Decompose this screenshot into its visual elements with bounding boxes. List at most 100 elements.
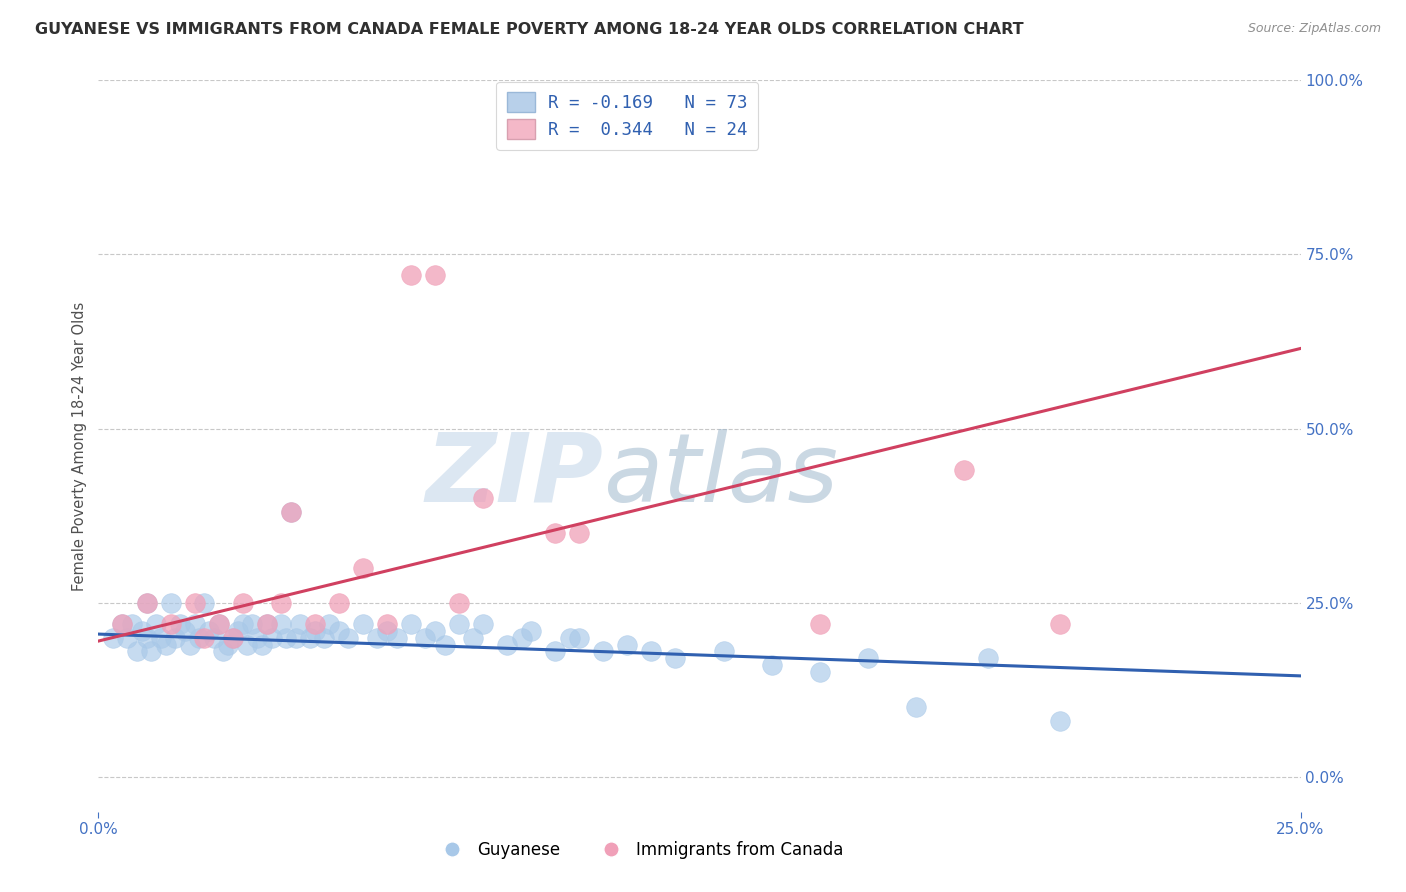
Point [270, 596, 292, 610]
Text: atlas: atlas [603, 429, 838, 522]
Point [280, 505, 302, 519]
Point [145, 616, 167, 631]
Point [222, 631, 245, 645]
Point [236, 638, 259, 652]
Point [135, 596, 157, 610]
Point [125, 644, 148, 658]
Point [375, 624, 398, 638]
Point [520, 624, 543, 638]
Point [111, 616, 134, 631]
Point [375, 616, 398, 631]
Point [193, 631, 215, 645]
Point [232, 616, 254, 631]
Point [111, 616, 134, 631]
Point [433, 638, 456, 652]
Point [208, 616, 231, 631]
Point [423, 624, 446, 638]
Point [399, 268, 422, 283]
Point [274, 631, 297, 645]
Point [415, 631, 437, 645]
Point [121, 616, 143, 631]
Point [1049, 714, 1071, 728]
Point [447, 596, 470, 610]
Point [761, 658, 783, 673]
Point [544, 526, 567, 541]
Point [260, 631, 283, 645]
Point [314, 631, 336, 645]
Point [149, 631, 172, 645]
Point [304, 616, 326, 631]
Point [977, 651, 1000, 665]
Point [298, 631, 321, 645]
Point [399, 616, 422, 631]
Point [558, 631, 581, 645]
Point [165, 631, 187, 645]
Point [337, 631, 360, 645]
Point [159, 616, 181, 631]
Point [202, 631, 225, 645]
Point [713, 644, 735, 658]
Point [256, 616, 278, 631]
Point [217, 638, 239, 652]
Point [198, 624, 221, 638]
Point [904, 700, 927, 714]
Point [280, 505, 302, 519]
Point [568, 631, 591, 645]
Point [290, 616, 312, 631]
Point [544, 644, 567, 658]
Point [232, 596, 254, 610]
Point [188, 631, 211, 645]
Point [318, 616, 340, 631]
Point [856, 651, 879, 665]
Point [240, 616, 263, 631]
Point [284, 631, 307, 645]
Text: GUYANESE VS IMMIGRANTS FROM CANADA FEMALE POVERTY AMONG 18-24 YEAR OLDS CORRELAT: GUYANESE VS IMMIGRANTS FROM CANADA FEMAL… [35, 22, 1024, 37]
Point [155, 638, 177, 652]
Text: ZIP: ZIP [426, 429, 603, 522]
Point [568, 526, 591, 541]
Point [592, 644, 614, 658]
Point [472, 616, 495, 631]
Point [496, 638, 519, 652]
Point [174, 624, 197, 638]
Point [366, 631, 388, 645]
Point [226, 624, 249, 638]
Point [640, 644, 662, 658]
Point [352, 561, 374, 575]
Point [117, 631, 139, 645]
Point [183, 596, 205, 610]
Point [101, 631, 124, 645]
Point [423, 268, 446, 283]
Point [169, 616, 191, 631]
Point [222, 631, 245, 645]
Text: Source: ZipAtlas.com: Source: ZipAtlas.com [1247, 22, 1381, 36]
Point [953, 463, 976, 477]
Point [135, 596, 157, 610]
Point [463, 631, 485, 645]
Y-axis label: Female Poverty Among 18-24 Year Olds: Female Poverty Among 18-24 Year Olds [72, 301, 87, 591]
Point [131, 624, 153, 638]
Point [179, 638, 201, 652]
Point [808, 616, 831, 631]
Point [193, 596, 215, 610]
Point [250, 638, 273, 652]
Point [1049, 616, 1071, 631]
Point [447, 616, 470, 631]
Point [472, 491, 495, 506]
Point [352, 616, 374, 631]
Point [256, 616, 278, 631]
Point [159, 596, 181, 610]
Point [328, 596, 350, 610]
Point [141, 644, 163, 658]
Point [808, 665, 831, 680]
Point [246, 631, 269, 645]
Point [212, 644, 235, 658]
Point [616, 638, 638, 652]
Point [135, 631, 157, 645]
Point [270, 616, 292, 631]
Legend: Guyanese, Immigrants from Canada: Guyanese, Immigrants from Canada [429, 834, 849, 865]
Point [385, 631, 408, 645]
Point [183, 616, 205, 631]
Point [208, 616, 231, 631]
Point [328, 624, 350, 638]
